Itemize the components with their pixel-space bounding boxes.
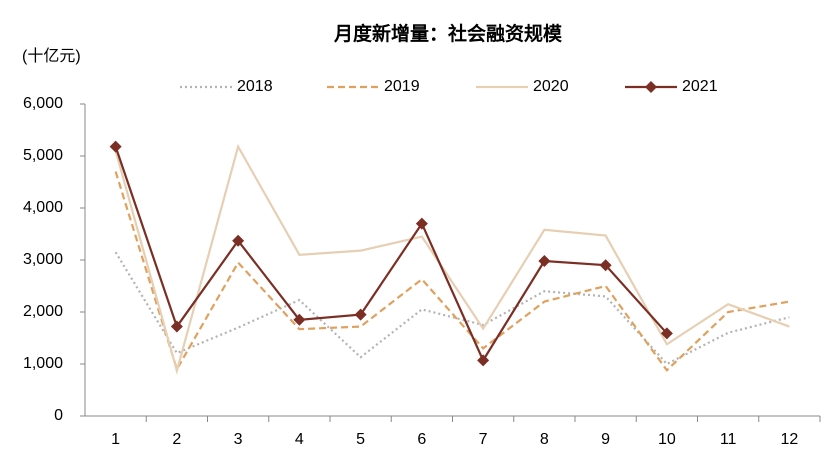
legend-label: 2021	[682, 78, 718, 95]
series-line	[114, 171, 790, 372]
series-marker	[170, 320, 183, 333]
x-tick-label: 6	[417, 431, 426, 448]
y-tick-label: 0	[54, 407, 63, 424]
y-tick-label: 4,000	[23, 199, 63, 216]
x-tick-label: 2	[172, 431, 181, 448]
x-tick-label: 7	[479, 431, 488, 448]
y-tick-label: 2,000	[23, 303, 63, 320]
x-tick-label: 3	[234, 431, 243, 448]
y-tick-label: 6,000	[23, 95, 63, 112]
y-tick-label: 1,000	[23, 355, 63, 372]
x-tick-label: 10	[658, 431, 676, 448]
legend-marker	[645, 81, 657, 93]
series-line	[114, 146, 668, 363]
series-marker	[293, 313, 306, 326]
series-line	[114, 143, 790, 375]
series-marker	[415, 217, 428, 230]
legend-label: 2018	[237, 78, 273, 95]
x-tick-label: 9	[601, 431, 610, 448]
series-marker	[109, 140, 122, 153]
x-tick-label: 11	[720, 431, 737, 448]
series-marker	[232, 234, 245, 247]
series-marker	[660, 327, 673, 340]
series-line	[114, 251, 790, 366]
chart-title: 月度新增量：社会融资规模	[333, 22, 563, 45]
y-tick-label: 5,000	[23, 147, 63, 164]
y-axis-label: (十亿元)	[22, 47, 81, 65]
series-marker	[354, 308, 367, 321]
x-tick-label: 4	[295, 431, 304, 448]
x-tick-label: 8	[540, 431, 549, 448]
series-marker	[599, 259, 612, 272]
x-tick-label: 1	[111, 431, 120, 448]
y-tick-label: 3,000	[23, 251, 63, 268]
x-tick-label: 12	[780, 431, 798, 448]
x-tick-label: 5	[356, 431, 365, 448]
legend-label: 2020	[533, 78, 569, 95]
legend-label: 2019	[384, 78, 420, 95]
series-marker	[538, 255, 551, 268]
series-marker	[477, 354, 490, 367]
